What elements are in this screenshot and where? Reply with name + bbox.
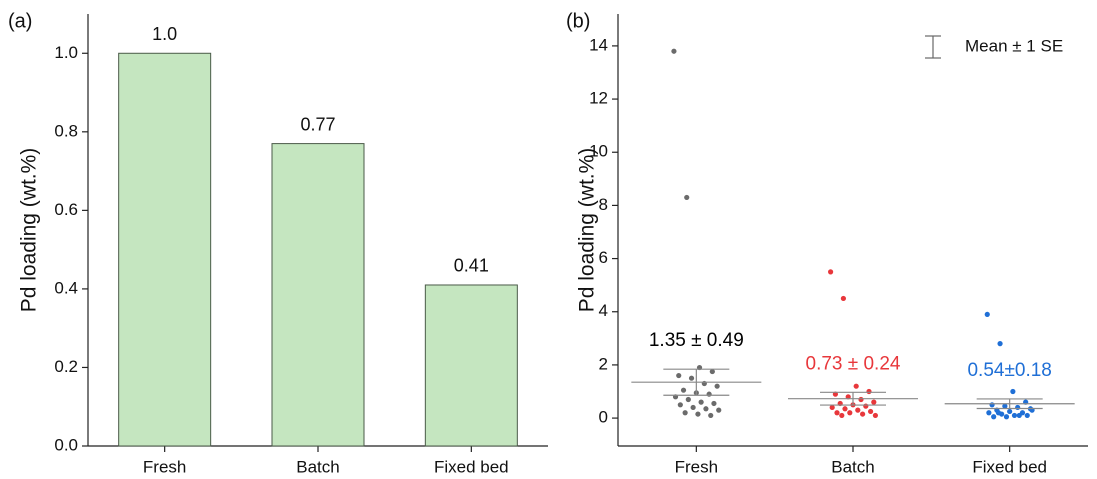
data-point	[853, 383, 859, 389]
x-tick-label: Batch	[831, 457, 874, 476]
x-tick-label: Batch	[296, 457, 339, 476]
data-point	[1016, 412, 1022, 419]
data-point	[706, 391, 712, 397]
data-point	[1002, 403, 1008, 409]
y-tick-label: 4	[599, 301, 608, 320]
data-point	[698, 399, 704, 405]
y-tick-label: 0.6	[54, 200, 78, 219]
data-point	[840, 295, 847, 302]
data-point	[860, 411, 866, 417]
data-point	[1011, 412, 1018, 419]
mean-label: 0.73 ± 0.24	[806, 353, 901, 374]
data-point	[688, 375, 695, 381]
data-point	[716, 407, 722, 413]
value-label: 1.0	[152, 24, 177, 44]
data-point	[834, 410, 840, 416]
data-point	[690, 404, 696, 411]
y-tick-label: 12	[589, 89, 608, 108]
data-point	[858, 396, 864, 403]
data-point	[1015, 404, 1021, 411]
y-tick-label: 0.8	[54, 121, 78, 140]
data-point	[676, 372, 682, 379]
data-point	[872, 412, 879, 419]
data-point	[842, 406, 848, 412]
data-point	[984, 311, 990, 318]
x-tick-label: Fixed bed	[434, 457, 509, 476]
data-point	[709, 368, 715, 375]
y-tick-label: 2	[599, 354, 608, 373]
data-point	[695, 411, 701, 417]
y-tick-label: 14	[589, 35, 608, 54]
data-point	[991, 414, 997, 420]
y-tick-label: 0.0	[54, 435, 78, 454]
data-point	[711, 400, 717, 407]
data-point	[714, 383, 720, 389]
x-tick-label: Fresh	[143, 457, 186, 476]
x-tick-label: Fresh	[675, 457, 718, 476]
panel-label: (a)	[8, 10, 32, 32]
y-axis-label: Pd loading (wt.%)	[576, 148, 599, 313]
data-point	[677, 402, 683, 408]
data-point	[1007, 408, 1013, 415]
data-point	[685, 396, 691, 403]
data-point	[986, 410, 992, 416]
data-point	[839, 412, 845, 419]
bar	[271, 143, 365, 447]
x-tick-label: Fixed bed	[972, 457, 1047, 476]
y-tick-label: 0	[599, 408, 608, 427]
y-axis-label: Pd loading (wt.%)	[18, 148, 41, 313]
data-point	[871, 399, 877, 405]
data-point	[868, 408, 874, 415]
data-point	[682, 410, 688, 416]
y-tick-label: 0.4	[54, 278, 78, 297]
y-tick-label: 10	[589, 142, 608, 161]
data-point	[847, 410, 853, 416]
panel-label: (b)	[566, 10, 590, 32]
data-point	[1010, 388, 1016, 395]
data-point	[680, 387, 687, 393]
legend-label: Mean ± 1 SE	[965, 36, 1063, 55]
y-tick-label: 8	[599, 195, 608, 214]
mean-label: 0.54±0.18	[967, 360, 1051, 381]
data-point	[829, 404, 835, 411]
data-point	[989, 402, 995, 408]
data-point	[1003, 414, 1010, 420]
data-point	[684, 194, 690, 201]
data-point	[708, 412, 714, 419]
data-point	[1024, 412, 1030, 419]
data-point	[671, 48, 677, 54]
y-tick-label: 0.2	[54, 357, 78, 376]
data-point	[828, 269, 834, 275]
data-point	[997, 341, 1003, 347]
bar	[118, 52, 212, 447]
data-point	[995, 410, 1002, 416]
y-tick-label: 6	[599, 248, 608, 267]
data-point	[863, 403, 869, 409]
data-point	[866, 388, 872, 395]
bar	[424, 284, 518, 447]
data-point	[703, 406, 709, 412]
y-tick-label: 1.0	[54, 43, 78, 62]
value-label: 0.41	[454, 256, 489, 276]
mean-label: 1.35 ± 0.49	[649, 330, 744, 351]
data-point	[855, 407, 861, 413]
value-label: 0.77	[300, 114, 335, 134]
